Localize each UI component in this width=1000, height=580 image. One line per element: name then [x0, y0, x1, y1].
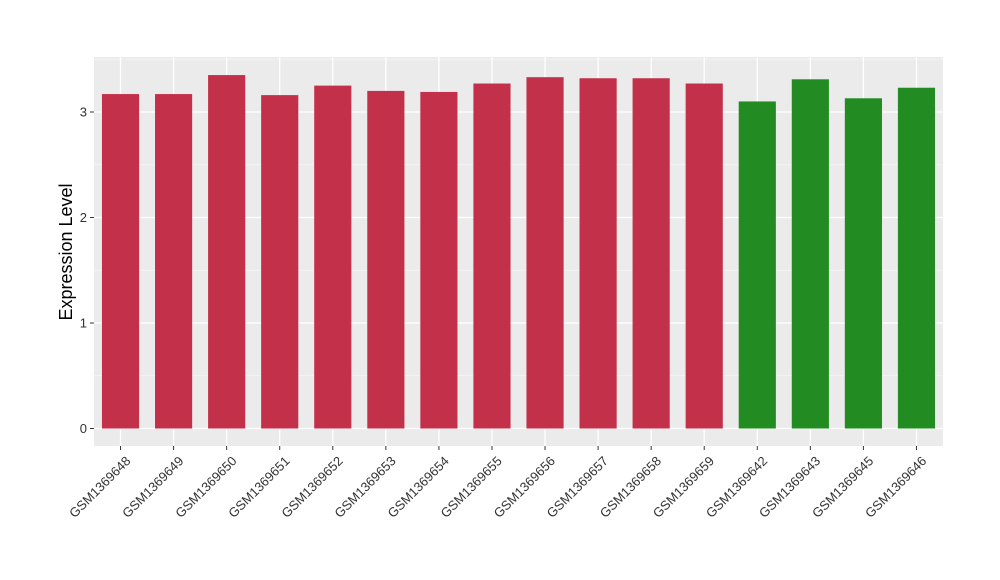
bar: [155, 94, 193, 429]
bar: [473, 83, 511, 429]
y-axis-title: Expression Level: [56, 183, 76, 320]
bar: [208, 75, 246, 429]
y-tick-label: 3: [80, 105, 87, 120]
bar: [632, 78, 670, 429]
bar: [261, 95, 299, 429]
bar: [844, 98, 882, 429]
bar: [101, 94, 140, 429]
y-tick-label: 0: [80, 421, 87, 436]
bars: [101, 75, 936, 429]
bar: [791, 79, 829, 429]
bar: [420, 91, 458, 429]
y-axis: 0 1 2 3: [80, 105, 94, 436]
bar: [738, 101, 776, 429]
bar: [526, 77, 564, 429]
bar: [579, 78, 617, 429]
bar: [897, 87, 936, 429]
x-axis: GSM1369648GSM1369649GSM1369650GSM1369651…: [66, 446, 929, 521]
bar: [685, 83, 723, 429]
bar: [314, 85, 352, 429]
y-tick-label: 2: [80, 210, 87, 225]
y-tick-label: 1: [80, 316, 87, 331]
bar: [367, 90, 405, 429]
